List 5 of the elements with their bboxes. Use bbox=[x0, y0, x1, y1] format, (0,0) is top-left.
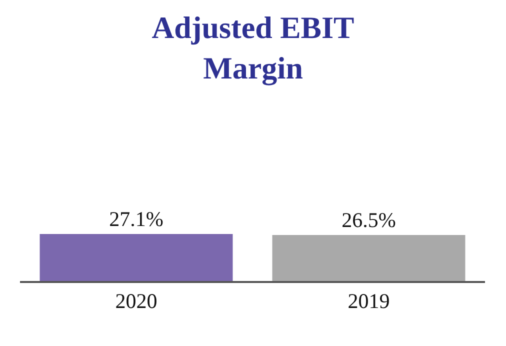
chart-title: Adjusted EBIT Margin bbox=[152, 10, 355, 86]
data-label: 26.5% bbox=[342, 208, 396, 232]
x-tick-label: 2020 bbox=[115, 289, 158, 314]
data-label: 27.1% bbox=[109, 207, 164, 231]
x-tick-label: 2019 bbox=[348, 289, 390, 314]
